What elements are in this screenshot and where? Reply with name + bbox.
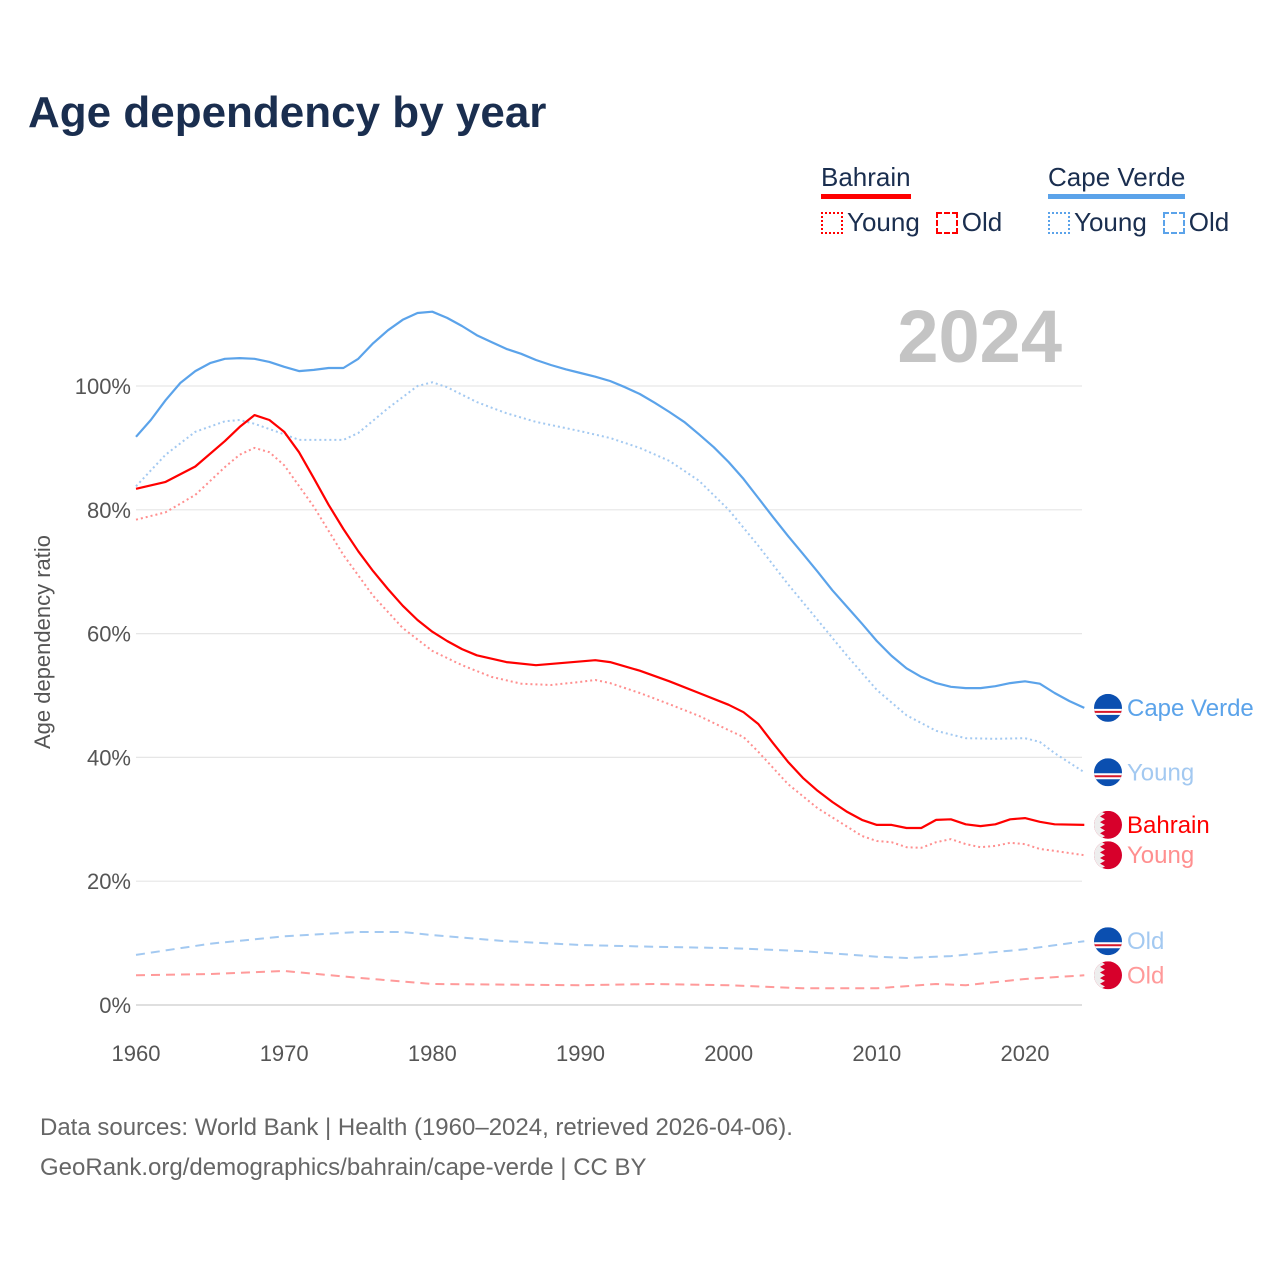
y-axis-label: Age dependency ratio: [30, 535, 55, 749]
legend-cape-verde: Cape Verde Young Old: [1048, 162, 1229, 238]
y-tick-label: 100%: [75, 374, 131, 399]
y-tick-label: 60%: [87, 622, 131, 647]
end-label: Young: [1127, 759, 1194, 786]
legend-bahrain-young[interactable]: Young: [821, 207, 920, 238]
series-line-bahrain-old[interactable]: [135, 970, 1085, 990]
cape-verde-flag-icon: [1094, 758, 1122, 787]
y-tick-label: 40%: [87, 745, 131, 770]
dashed-swatch-icon: [1162, 211, 1185, 234]
series-line-bahrain[interactable]: [135, 414, 1085, 830]
legend-label: Old: [1188, 207, 1230, 237]
end-label: Young: [1127, 842, 1194, 869]
end-label: Cape Verde: [1127, 695, 1254, 722]
data-source: Data sources: World Bank | Health (1960–…: [40, 1114, 793, 1141]
x-tick-label: 1970: [260, 1041, 309, 1066]
end-label: Bahrain: [1127, 812, 1210, 839]
legend-label: Young: [1074, 207, 1147, 237]
y-tick-label: 80%: [87, 498, 131, 523]
x-tick-label: 1990: [556, 1041, 605, 1066]
x-tick-label: 2020: [1001, 1041, 1050, 1066]
series-line-cape-verde-young[interactable]: [135, 381, 1085, 774]
x-tick-label: 1960: [112, 1041, 161, 1066]
cape-verde-flag-icon: [1094, 693, 1122, 722]
legend-country-cape-verde: Cape Verde: [1048, 162, 1186, 199]
bahrain-flag-icon: [1094, 810, 1122, 839]
dashed-swatch-icon: [935, 211, 958, 234]
series-line-cape-verde[interactable]: [135, 310, 1085, 709]
dotted-swatch-icon: [1048, 211, 1070, 234]
legend-label: Old: [961, 207, 1003, 237]
dotted-swatch-icon: [821, 211, 843, 234]
legend-bahrain-old[interactable]: Old: [935, 207, 1003, 238]
legend-country-bahrain: Bahrain: [821, 162, 911, 199]
y-tick-label: 0%: [99, 993, 131, 1018]
footer: Data sources: World Bank | Health (1960–…: [40, 1108, 793, 1188]
series-line-cape-verde-old[interactable]: [135, 931, 1085, 959]
legend-cape-verde-old[interactable]: Old: [1162, 207, 1230, 238]
attribution-link[interactable]: GeoRank.org/demographics/bahrain/cape-ve…: [40, 1154, 647, 1181]
legend-bahrain: Bahrain Young Old: [821, 162, 1002, 238]
x-tick-label: 2000: [704, 1041, 753, 1066]
x-tick-label: 1980: [408, 1041, 457, 1066]
chart-title: Age dependency by year: [28, 88, 547, 137]
bahrain-flag-icon: [1094, 961, 1122, 990]
legend-label: Young: [847, 207, 920, 237]
bahrain-flag-icon: [1094, 841, 1122, 870]
y-tick-label: 20%: [87, 869, 131, 894]
series-line-bahrain-young[interactable]: [135, 446, 1085, 857]
x-tick-label: 2010: [852, 1041, 901, 1066]
end-label: Old: [1127, 962, 1164, 989]
legend-cape-verde-young[interactable]: Young: [1048, 207, 1147, 238]
cape-verde-flag-icon: [1094, 927, 1122, 956]
end-label: Old: [1127, 928, 1164, 955]
year-watermark: 2024: [897, 295, 1062, 378]
